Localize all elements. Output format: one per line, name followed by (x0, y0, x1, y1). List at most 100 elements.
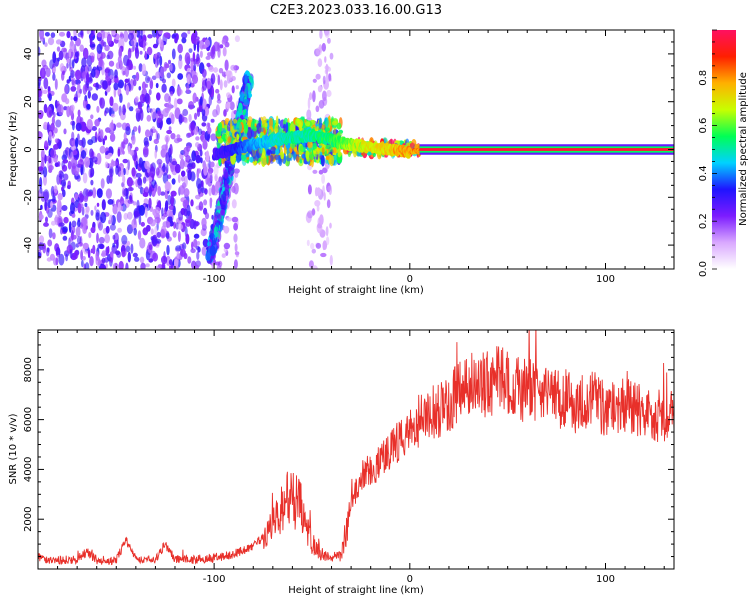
heatmap-cell (40, 149, 45, 161)
colorbar-label: Normalized spectral amplitude (738, 72, 749, 226)
heatmap-cell (296, 118, 300, 124)
heatmap-cell (136, 199, 140, 210)
heatmap-cell (202, 238, 209, 248)
heatmap-cell (155, 206, 161, 215)
heatmap-cell (87, 90, 92, 99)
heatmap-cell (61, 205, 68, 211)
heatmap-cell (168, 205, 174, 211)
y-tick-label: 40 (23, 48, 34, 61)
heatmap-cell (181, 37, 187, 44)
heatmap-cell (165, 232, 170, 240)
heatmap-cell (160, 148, 167, 158)
heatmap-cell (227, 136, 233, 144)
heatmap-cell (152, 43, 158, 49)
heatmap-cell (264, 122, 268, 128)
heatmap-cell (77, 217, 81, 223)
heatmap-cell (171, 48, 176, 60)
heatmap-cell (38, 46, 41, 57)
heatmap-cell (154, 149, 157, 159)
heatmap-cell (45, 216, 48, 223)
heatmap-cell (325, 144, 330, 150)
heatmap-cell (138, 157, 144, 168)
heatmap-cell (306, 109, 312, 120)
heatmap-cell (99, 129, 104, 140)
heatmap-cell (146, 46, 153, 56)
heatmap-cell (325, 117, 329, 128)
heatmap-cell (118, 260, 124, 269)
heatmap-cell (43, 103, 48, 114)
heatmap-cell (114, 262, 118, 269)
heatmap-cell (324, 127, 330, 132)
heatmap-cell (127, 145, 131, 155)
heatmap-cell (70, 104, 75, 112)
heatmap-cell (46, 121, 50, 133)
heatmap-cell (122, 158, 129, 164)
heatmap-cell (307, 210, 313, 219)
heatmap-cell (312, 265, 318, 269)
heatmap-cell (120, 196, 123, 202)
heatmap-cell (164, 93, 170, 103)
heatmap-cell (138, 63, 143, 72)
heatmap-cell (104, 135, 108, 141)
heatmap-cell (218, 122, 223, 133)
heatmap-cell (122, 104, 126, 116)
heatmap-cell (217, 93, 221, 101)
heatmap-cell (38, 96, 42, 103)
heatmap-cell (44, 140, 48, 147)
heatmap-cell (134, 146, 139, 152)
heatmap-cell (327, 185, 331, 192)
heatmap-cell (186, 84, 190, 94)
heatmap-cell (149, 163, 154, 172)
heatmap-cell (166, 209, 173, 217)
heatmap-cell (208, 233, 215, 240)
heatmap-cell (166, 129, 173, 135)
heatmap-cell (75, 122, 82, 132)
heatmap-cell (58, 50, 64, 61)
y-tick-label: 0 (23, 146, 34, 152)
heatmap-cell (156, 158, 163, 165)
heatmap-cell (66, 79, 70, 84)
heatmap-cell (156, 92, 161, 101)
heatmap-cell (63, 216, 69, 224)
heatmap-cell (121, 66, 126, 76)
heatmap-cell (210, 118, 215, 123)
heatmap-cell (231, 76, 236, 81)
heatmap-cell (203, 165, 208, 176)
heatmap-cell (119, 93, 123, 103)
heatmap-cell (238, 132, 241, 138)
heatmap-cell (125, 84, 130, 96)
heatmap-cell (314, 153, 317, 158)
heatmap-cell (160, 42, 164, 49)
heatmap-cell (99, 56, 103, 68)
heatmap-cell (71, 220, 77, 228)
heatmap-cell (85, 72, 90, 83)
heatmap-cell (39, 176, 43, 189)
heatmap-cell (115, 250, 121, 256)
heatmap-cell (97, 243, 104, 249)
heatmap-cell (110, 113, 116, 118)
heatmap-cell (94, 68, 100, 79)
heatmap-cell (199, 149, 203, 157)
heatmap-cell (51, 220, 56, 226)
heatmap-cell (117, 55, 122, 64)
heatmap-cell (43, 222, 49, 227)
heatmap-cell (172, 230, 177, 238)
heatmap-cell (208, 187, 212, 197)
heatmap-cell (245, 153, 250, 158)
colorbar-tick-label: 0.0 (698, 261, 709, 277)
heatmap-cell (129, 62, 134, 70)
heatmap-cell (94, 119, 100, 127)
heatmap-cell (103, 257, 109, 263)
heatmap-cell (234, 251, 240, 256)
snr-frame (37, 329, 675, 570)
heatmap-cell (90, 179, 94, 186)
heatmap-cell (234, 35, 240, 43)
heatmap-cell (198, 201, 204, 211)
heatmap-cell (81, 57, 87, 68)
heatmap-cell (42, 89, 48, 94)
heatmap-cell (145, 263, 150, 268)
heatmap-cell (83, 250, 89, 255)
heatmap-cell (145, 83, 148, 88)
